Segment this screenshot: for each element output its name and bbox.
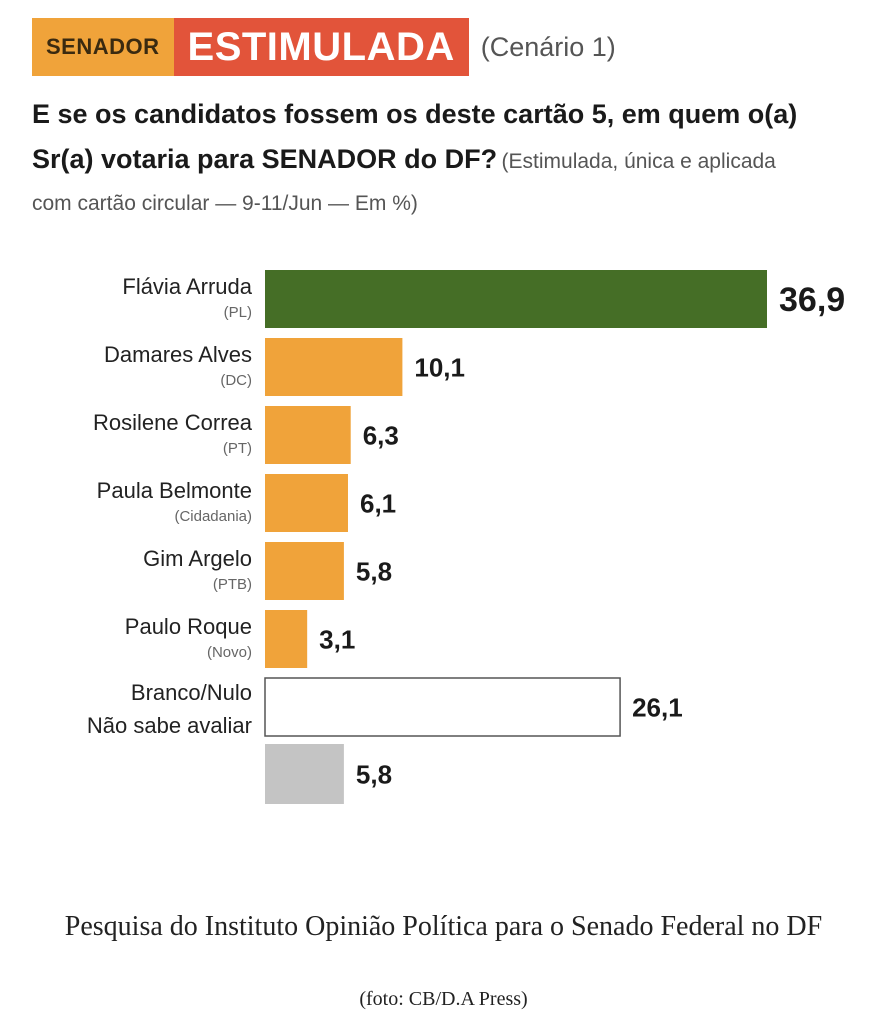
category-label-3: Rosilene Correa <box>93 410 253 435</box>
party-label-5: (PTB) <box>213 576 252 593</box>
value-label-1: 36,9 <box>779 281 845 319</box>
value-label-6: 3,1 <box>319 624 355 654</box>
value-label-3: 6,3 <box>363 420 399 450</box>
party-label-4: (Cidadania) <box>174 508 252 525</box>
photo-credit: (foto: CB/D.A Press) <box>359 988 528 1010</box>
value-label-5: 5,8 <box>356 556 392 586</box>
party-label-3: (PT) <box>223 440 252 457</box>
caption-text: Pesquisa do Instituto Opinião Política p… <box>64 911 823 942</box>
value-label-7: 26,1 <box>632 692 683 722</box>
senador-tag: SENADOR <box>32 18 174 76</box>
scenario-label: (Cenário 1) <box>480 31 616 62</box>
value-label-8: 5,8 <box>356 759 392 789</box>
estimulada-title: ESTIMULADA <box>173 18 469 76</box>
bar-1 <box>265 270 767 328</box>
category-label-5: Gim Argelo <box>143 546 252 571</box>
party-label-1: (PL) <box>224 304 252 321</box>
chart-header: SENADOR ESTIMULADA (Cenário 1) <box>32 18 616 76</box>
bar-chart: Flávia Arruda (PL) 36,9 Damares Alves (DC) 10… <box>87 270 845 804</box>
question-subtext: (Estimulada, única e aplicada com cartão… <box>32 150 776 215</box>
category-label-1: Flávia Arruda <box>122 274 252 299</box>
category-label-8: Não sabe avaliar <box>87 713 252 738</box>
survey-question: E se os candidatos fossem os deste cartã… <box>32 94 812 226</box>
question-text: E se os candidatos fossem os deste cartã… <box>32 99 798 174</box>
bar-5 <box>265 542 344 600</box>
bar-8 <box>265 744 344 804</box>
category-label-7: Branco/Nulo <box>131 680 252 705</box>
party-label-2: (DC) <box>220 372 252 389</box>
category-label-4: Paula Belmonte <box>97 478 252 503</box>
category-label-2: Damares Alves <box>104 342 252 367</box>
bar-7 <box>264 677 621 737</box>
value-label-2: 10,1 <box>414 352 465 382</box>
category-label-6: Paulo Roque <box>125 614 252 639</box>
bar-6 <box>265 610 308 668</box>
party-label-6: (Novo) <box>207 644 252 661</box>
value-label-4: 6,1 <box>360 488 396 518</box>
bar-3 <box>265 406 351 464</box>
bar-4 <box>265 474 348 532</box>
bar-2 <box>265 338 403 396</box>
